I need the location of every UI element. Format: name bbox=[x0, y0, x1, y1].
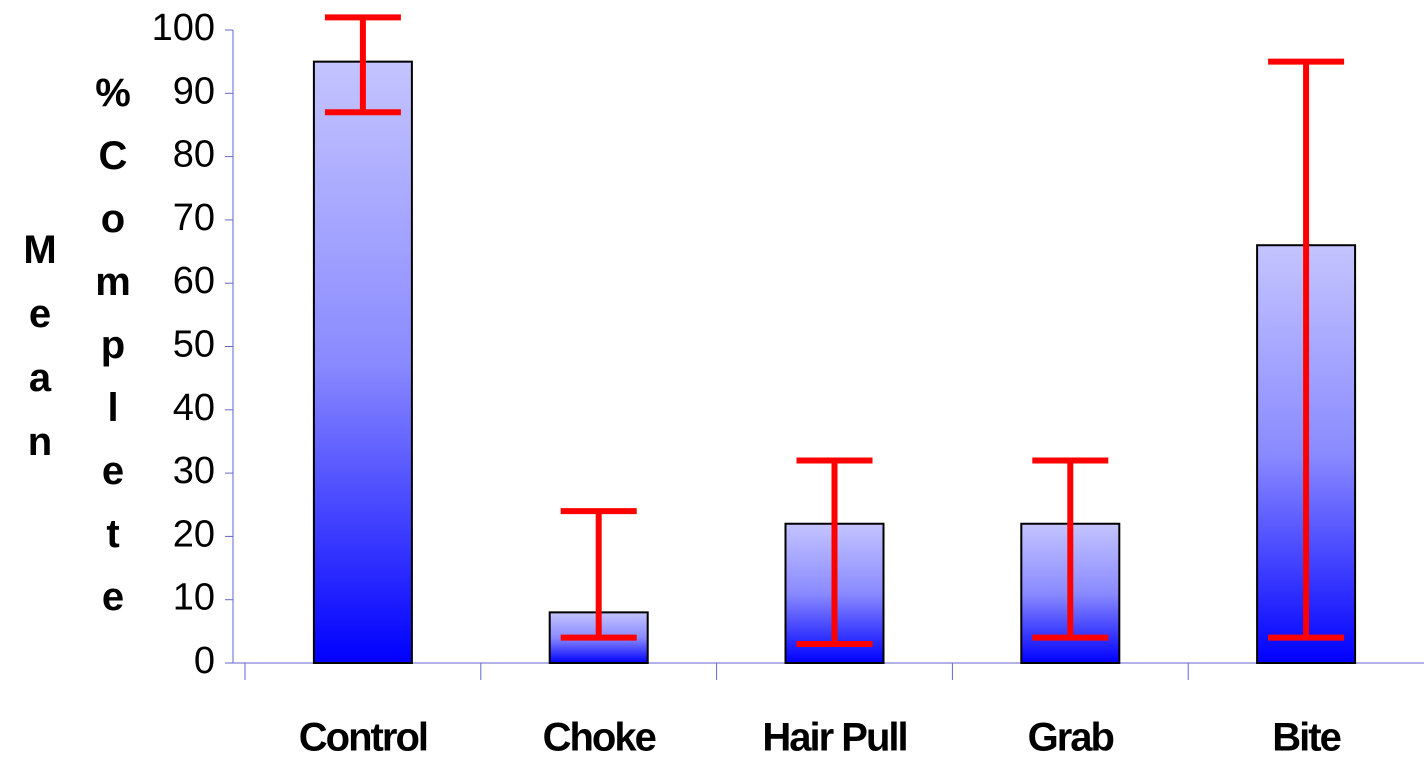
y-tick-label: 0 bbox=[194, 640, 215, 682]
error-bar bbox=[796, 457, 873, 648]
y-tick-label: 90 bbox=[173, 70, 215, 112]
x-tick-label: Hair Pull bbox=[762, 716, 906, 760]
error-bar bbox=[1268, 58, 1345, 641]
bar bbox=[312, 60, 413, 664]
y-tick-label: 10 bbox=[173, 577, 215, 619]
y-tick-label: 40 bbox=[173, 387, 215, 429]
y-tick-label: 80 bbox=[173, 134, 215, 176]
error-bar bbox=[1032, 457, 1109, 641]
error-bar bbox=[560, 508, 637, 641]
error-bar bbox=[324, 14, 401, 116]
y-tick-label: 70 bbox=[173, 197, 215, 239]
y-tick-label: 100 bbox=[152, 7, 215, 49]
y-tick-label: 60 bbox=[173, 260, 215, 302]
y-tick-label: 30 bbox=[173, 450, 215, 492]
x-tick-label: Bite bbox=[1272, 716, 1340, 760]
x-tick-label: Grab bbox=[1028, 716, 1114, 760]
y-tick-label: 50 bbox=[173, 324, 215, 366]
x-tick-label: Choke bbox=[543, 716, 656, 760]
x-tick-label: Control bbox=[299, 716, 427, 760]
y-tick-label: 20 bbox=[173, 513, 215, 555]
